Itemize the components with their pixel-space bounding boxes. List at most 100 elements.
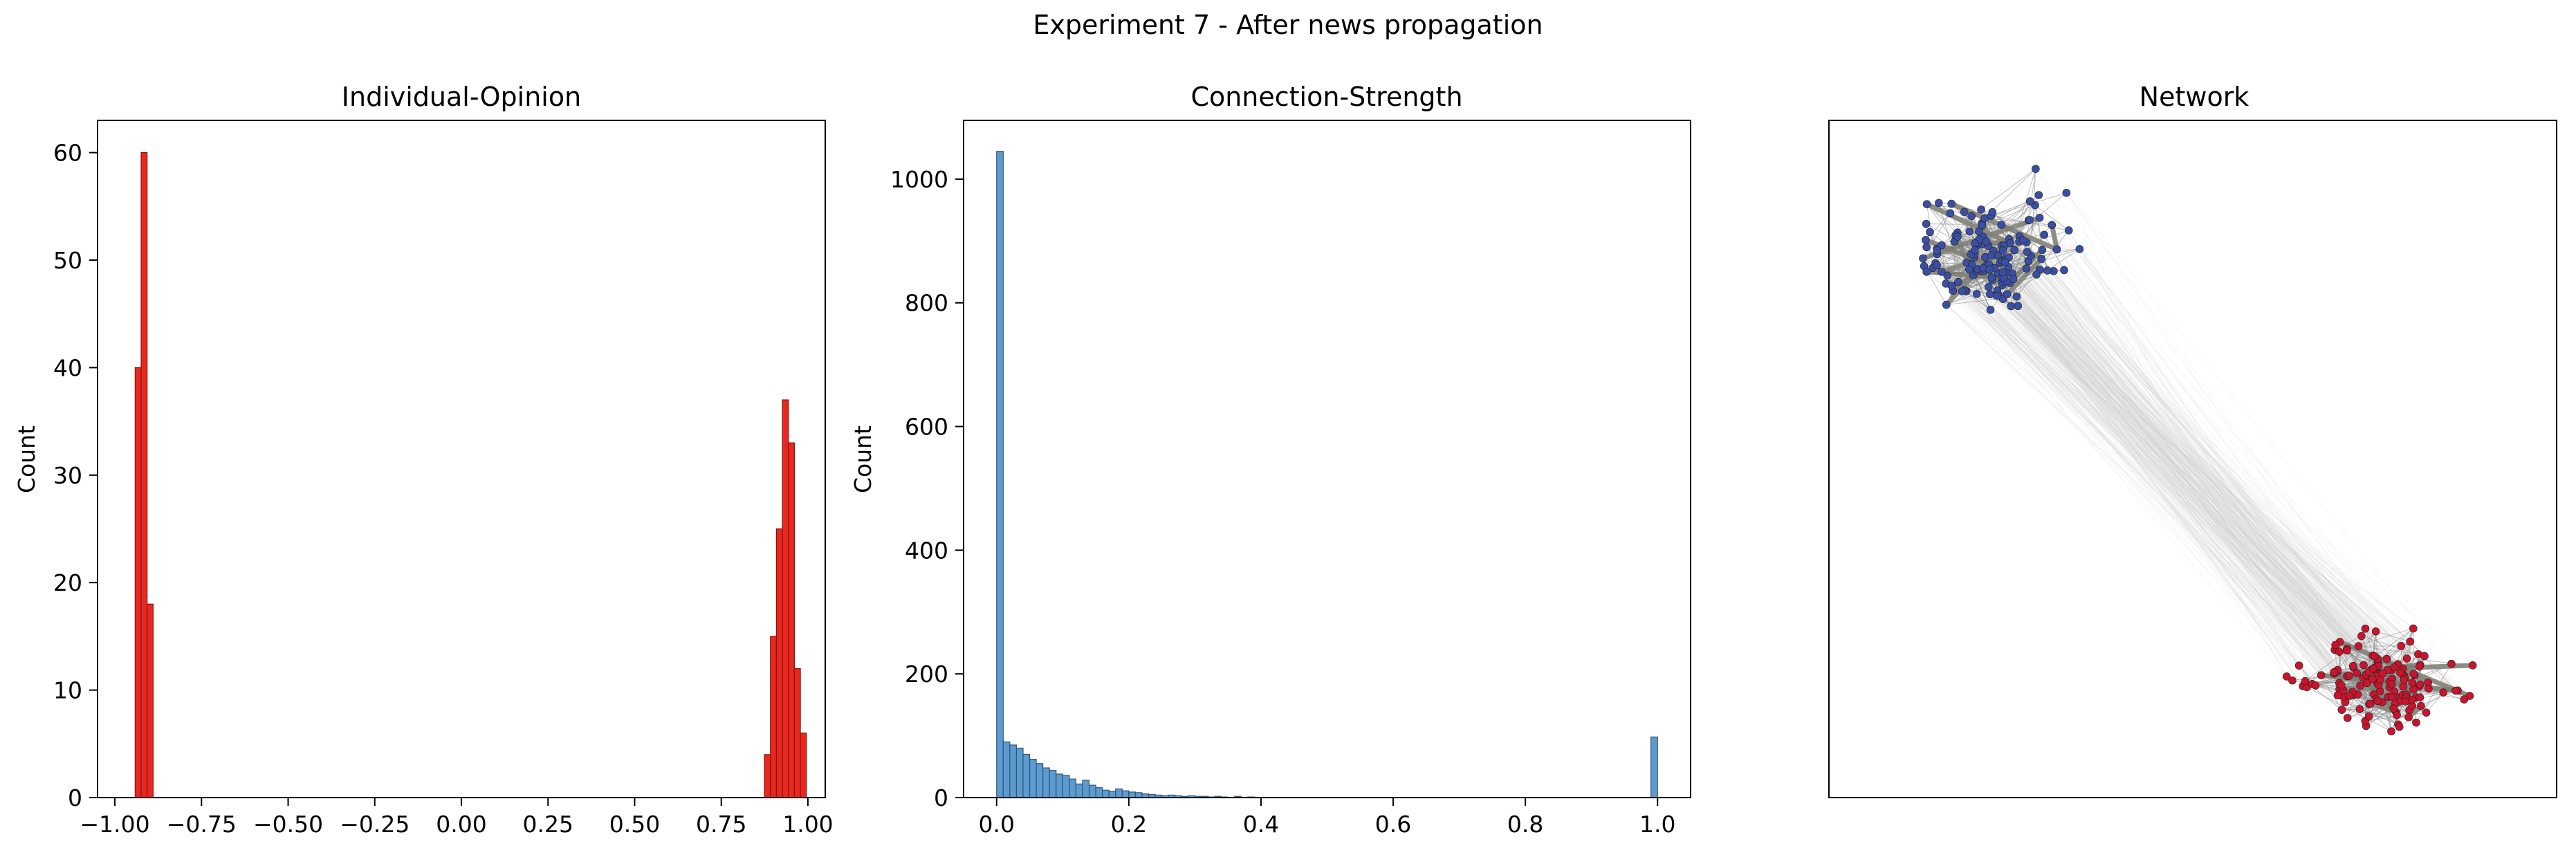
inter-edge xyxy=(1996,295,2425,656)
network-node xyxy=(2368,675,2377,683)
inter-edge xyxy=(1926,271,2414,690)
inter-edge xyxy=(1985,257,2344,697)
inter-edge xyxy=(1990,309,2407,659)
connection-bar-1 xyxy=(1002,741,1011,798)
inter-edge xyxy=(1990,309,2367,680)
network-node xyxy=(2371,627,2380,636)
intra-edge xyxy=(1991,201,2030,217)
network-node xyxy=(1938,241,1946,250)
inter-edge xyxy=(1991,279,2361,686)
inter-edge xyxy=(2019,236,2387,659)
inter-edge xyxy=(1936,265,2414,629)
inter-edge xyxy=(1964,212,2374,669)
inter-edge xyxy=(1925,239,2411,642)
network-node xyxy=(2400,675,2409,684)
inter-edge xyxy=(1968,263,2419,655)
network-node xyxy=(2003,290,2012,299)
network-node xyxy=(2416,693,2425,701)
network-node xyxy=(2468,661,2477,670)
network-nodes xyxy=(1919,165,2477,736)
inter-edge xyxy=(1926,271,2340,652)
inter-edge xyxy=(2003,250,2313,685)
inter-edge xyxy=(2001,282,2420,687)
connection-histogram-title: Connection-Strength xyxy=(1190,82,1462,112)
intra-edge xyxy=(2003,245,2027,269)
network-node xyxy=(2025,197,2034,205)
inter-edge xyxy=(1999,263,2456,691)
intra-edge xyxy=(2017,219,2030,306)
inter-edge xyxy=(1969,231,2427,713)
inter-edge xyxy=(1957,236,2375,668)
inter-edge xyxy=(2035,168,2360,710)
intra-edge xyxy=(1985,217,2052,226)
inter-edge xyxy=(1996,290,2398,716)
inter-edge xyxy=(2003,272,2357,674)
connection-bar-37 xyxy=(1650,736,1658,798)
inter-edge xyxy=(1984,218,2413,700)
inter-edge xyxy=(2001,245,2316,686)
inter-edge xyxy=(2051,224,2335,674)
inter-edge xyxy=(1989,293,2353,692)
inter-edge xyxy=(2039,217,2355,695)
network-node xyxy=(1933,261,1941,270)
inter-edge xyxy=(2018,241,2414,690)
inter-edge xyxy=(1977,242,2407,695)
network-node xyxy=(2390,663,2399,672)
inter-edge xyxy=(1974,250,2379,685)
inter-edge xyxy=(1976,270,2427,713)
inter-edge xyxy=(1984,218,2401,673)
inter-edge xyxy=(2005,258,2414,674)
inter-edge xyxy=(2009,282,2303,687)
inter-edge xyxy=(2016,296,2348,650)
inter-edge xyxy=(2019,236,2377,670)
inter-edge xyxy=(1981,223,2400,702)
inter-edge xyxy=(1957,236,2383,703)
opinion-xtick-label-2: −0.50 xyxy=(253,811,323,838)
inter-edge xyxy=(1983,269,2378,701)
inter-edge xyxy=(2003,250,2316,686)
inter-edge xyxy=(2063,270,2389,697)
inter-edge xyxy=(1936,265,2367,680)
inter-edge xyxy=(1936,250,2358,695)
inter-edge xyxy=(2003,272,2395,696)
inter-edge xyxy=(1970,254,2414,674)
network-node xyxy=(1947,282,1956,290)
network-node xyxy=(2362,679,2371,688)
inter-edge xyxy=(2026,242,2375,670)
network-node xyxy=(2354,642,2363,650)
inter-edge xyxy=(2041,259,2420,685)
inter-edge xyxy=(1976,293,2366,726)
connection-y-ticks: 0 200 400 600 800 1000 xyxy=(890,166,964,811)
network-node xyxy=(1972,290,1981,298)
connection-bar-16 xyxy=(1102,789,1110,798)
inter-edge xyxy=(1954,241,2348,719)
inter-edge xyxy=(2023,240,2348,719)
inter-edge xyxy=(1999,263,2410,711)
inter-edge xyxy=(1941,245,2346,703)
network-node xyxy=(1922,200,1931,208)
inter-edge xyxy=(1929,232,2299,666)
network-node xyxy=(2009,275,2018,284)
inter-edge xyxy=(2003,277,2313,685)
network-node xyxy=(2460,695,2469,704)
network-title: Network xyxy=(2140,82,2250,112)
opinion-y-ticks: 0 10 20 30 40 50 60 xyxy=(53,140,98,811)
inter-edge xyxy=(1945,283,2338,670)
inter-edge xyxy=(2007,266,2395,692)
inter-edge xyxy=(1946,304,2392,671)
inter-edge xyxy=(2016,296,2303,687)
inter-edge xyxy=(1964,290,2367,675)
inter-edge xyxy=(1996,290,2348,651)
opinion-ytick-label-3: 30 xyxy=(53,462,82,489)
network-node xyxy=(2025,216,2034,224)
network-node xyxy=(2409,685,2418,694)
intra-edge xyxy=(2321,674,2367,683)
inter-edge xyxy=(2000,224,2395,696)
inter-edge xyxy=(1968,263,2375,668)
network-node xyxy=(2014,302,2023,311)
inter-edge xyxy=(2068,230,2338,670)
inter-edge xyxy=(1989,293,2387,659)
inter-edge xyxy=(2012,273,2470,697)
inter-edge xyxy=(1962,291,2422,706)
